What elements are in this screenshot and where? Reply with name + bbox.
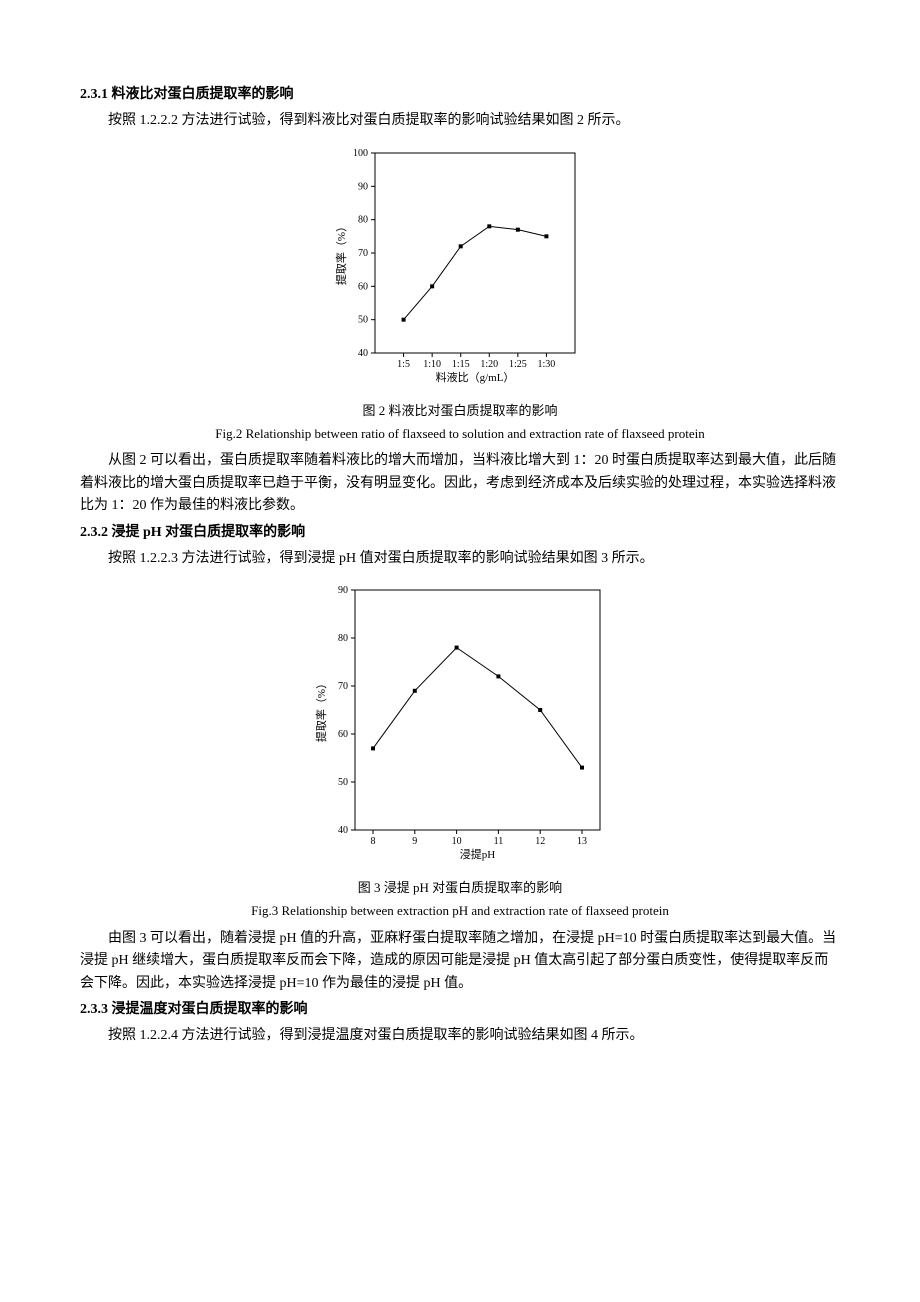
svg-text:50: 50 <box>358 314 368 325</box>
fig3-chart-wrap: 40 50 60 70 80 90 8 9 10 11 12 13 浸提pH 提取率（%） <box>80 580 840 870</box>
svg-text:8: 8 <box>371 836 376 847</box>
svg-text:料液比（g/mL）: 料液比（g/mL） <box>436 370 515 384</box>
fig3-chart: 40 50 60 70 80 90 8 9 10 11 12 13 浸提pH 提取率（%） <box>300 580 620 870</box>
svg-text:60: 60 <box>358 281 368 292</box>
fig2-caption-en: Fig.2 Relationship between ratio of flax… <box>80 424 840 445</box>
fig3-caption-cn: 图 3 浸提 pH 对蛋白质提取率的影响 <box>80 878 840 899</box>
svg-text:1:10: 1:10 <box>423 359 441 370</box>
svg-text:60: 60 <box>338 729 348 740</box>
para-231: 按照 1.2.2.2 方法进行试验，得到料液比对蛋白质提取率的影响试验结果如图 … <box>80 110 840 132</box>
svg-text:1:5: 1:5 <box>397 359 410 370</box>
fig2-caption-cn: 图 2 料液比对蛋白质提取率的影响 <box>80 401 840 422</box>
svg-text:100: 100 <box>353 148 368 159</box>
svg-text:13: 13 <box>577 836 587 847</box>
svg-text:90: 90 <box>358 181 368 192</box>
svg-text:80: 80 <box>358 214 368 225</box>
svg-text:11: 11 <box>494 836 504 847</box>
svg-text:80: 80 <box>338 633 348 644</box>
svg-text:12: 12 <box>535 836 545 847</box>
svg-text:浸提pH: 浸提pH <box>460 848 495 861</box>
fig3-caption-en: Fig.3 Relationship between extraction pH… <box>80 901 840 922</box>
svg-text:1:25: 1:25 <box>509 359 527 370</box>
svg-text:90: 90 <box>338 585 348 596</box>
section-heading-233: 2.3.3 浸提温度对蛋白质提取率的影响 <box>80 999 840 1021</box>
svg-text:10: 10 <box>452 836 462 847</box>
para-after-fig2: 从图 2 可以看出，蛋白质提取率随着料液比的增大而增加，当料液比增大到 1：20… <box>80 450 840 517</box>
para-232: 按照 1.2.2.3 方法进行试验，得到浸提 pH 值对蛋白质提取率的影响试验结… <box>80 548 840 570</box>
svg-text:9: 9 <box>412 836 417 847</box>
section-heading-232: 2.3.2 浸提 pH 对蛋白质提取率的影响 <box>80 522 840 544</box>
svg-text:70: 70 <box>338 681 348 692</box>
para-after-fig3: 由图 3 可以看出，随着浸提 pH 值的升高，亚麻籽蛋白提取率随之增加，在浸提 … <box>80 928 840 995</box>
svg-text:提取率（%）: 提取率（%） <box>334 221 348 285</box>
fig2-chart-wrap: 40 50 60 70 80 90 100 1:5 1:10 1:15 1:20 1:25 1:30 料液… <box>80 143 840 393</box>
svg-text:50: 50 <box>338 777 348 788</box>
svg-text:40: 40 <box>338 825 348 836</box>
svg-text:1:30: 1:30 <box>538 359 556 370</box>
svg-text:1:15: 1:15 <box>452 359 470 370</box>
svg-text:70: 70 <box>358 248 368 259</box>
svg-text:40: 40 <box>358 348 368 359</box>
fig2-chart: 40 50 60 70 80 90 100 1:5 1:10 1:15 1:20 1:25 1:30 料液… <box>325 143 595 393</box>
para-233: 按照 1.2.2.4 方法进行试验，得到浸提温度对蛋白质提取率的影响试验结果如图… <box>80 1025 840 1047</box>
section-heading-231: 2.3.1 料液比对蛋白质提取率的影响 <box>80 84 840 106</box>
svg-text:1:20: 1:20 <box>480 359 498 370</box>
svg-text:提取率（%）: 提取率（%） <box>314 678 328 742</box>
